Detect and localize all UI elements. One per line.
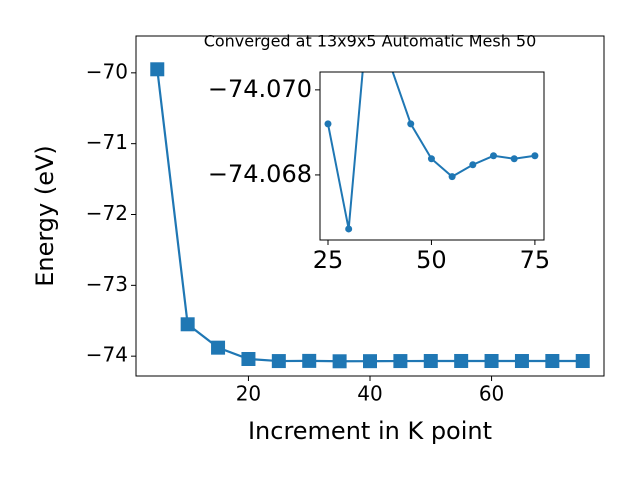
marker <box>271 354 286 369</box>
y-axis-label: Energy (eV) <box>31 145 59 287</box>
marker <box>407 120 415 128</box>
x-axis-label: Increment in K point <box>248 417 492 445</box>
marker <box>150 62 165 77</box>
y-tick-label: −71 <box>86 130 128 154</box>
marker <box>510 155 518 163</box>
x-tick-label: 60 <box>479 382 504 406</box>
plot-area <box>150 62 590 369</box>
y-tick-label: −73 <box>86 272 128 296</box>
marker <box>423 354 438 369</box>
x-tick-label: 75 <box>520 246 551 274</box>
marker <box>545 354 560 369</box>
y-tick-label: −70 <box>86 59 128 83</box>
marker <box>363 354 377 369</box>
marker <box>454 353 469 368</box>
marker <box>531 152 539 160</box>
chart-title: Converged at 13x9x5 Automatic Mesh 50 <box>204 32 537 51</box>
marker <box>180 317 195 332</box>
y-tick-label: −74.070 <box>208 75 312 103</box>
x-tick-label: 40 <box>357 382 382 406</box>
marker <box>345 225 353 233</box>
axes-frame <box>319 71 545 241</box>
marker <box>332 354 347 369</box>
marker <box>484 354 499 369</box>
x-tick-label: 50 <box>416 246 447 274</box>
marker <box>575 354 590 369</box>
marker <box>393 354 408 369</box>
marker <box>387 61 394 68</box>
marker <box>448 173 456 181</box>
x-tick-label: 20 <box>236 382 261 406</box>
marker <box>302 353 317 368</box>
marker <box>427 155 435 163</box>
marker <box>514 354 529 369</box>
marker <box>324 120 332 128</box>
marker <box>469 161 477 169</box>
marker <box>211 340 226 355</box>
y-tick-label: −74.068 <box>208 160 312 188</box>
x-tick-label: 25 <box>313 246 344 274</box>
plot-area <box>324 61 539 233</box>
y-tick-label: −72 <box>86 201 128 225</box>
marker <box>490 152 498 160</box>
y-tick-label: −74 <box>86 343 128 367</box>
marker <box>241 352 256 366</box>
